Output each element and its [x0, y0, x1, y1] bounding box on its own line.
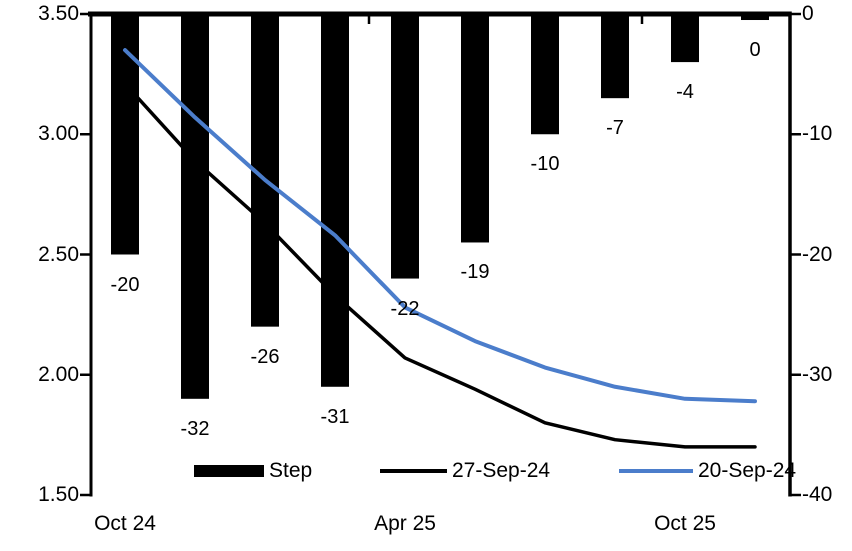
right-axis-tick-label: -40	[802, 483, 833, 506]
line-20-sep-24	[123, 48, 757, 404]
line-27-sep-24	[123, 81, 757, 449]
x-axis-label: Apr 25	[374, 512, 436, 535]
legend-swatch-27-sep-24	[380, 469, 447, 473]
bar-value-label: 0	[749, 39, 761, 61]
legend-label-27-sep-24: 27-Sep-24	[452, 459, 551, 482]
bar-step-5	[461, 12, 489, 243]
left-axis-tick-label: 2.00	[38, 362, 79, 386]
x-axis-label: Oct 24	[94, 512, 156, 535]
bar-step-6	[531, 12, 559, 135]
bar-value-label: -26	[250, 345, 280, 368]
legend-label-20-sep-24: 20-Sep-24	[698, 459, 797, 482]
bar-step-8	[671, 12, 699, 63]
right-axis-tick-label: 0	[802, 2, 814, 25]
left-axis-tick-label: 3.50	[38, 2, 79, 25]
right-axis-tick-label: -20	[802, 242, 833, 266]
left-axis-tick-label: 3.00	[38, 122, 79, 146]
bar-value-label: -22	[390, 297, 420, 320]
x-axis-label: Oct 25	[654, 512, 716, 535]
bar-value-label: -10	[530, 153, 560, 176]
legend-item-27-sep-24: 27-Sep-24	[380, 458, 550, 484]
bar-step-4	[391, 12, 419, 279]
left-axis-tick-label: 1.50	[38, 483, 79, 506]
left-axis-tick-label: 2.50	[38, 242, 79, 266]
bar-value-label: -20	[110, 273, 140, 296]
bar-step-7	[601, 12, 629, 99]
bar-value-label: -31	[320, 405, 350, 428]
right-axis-tick-label: -10	[802, 122, 833, 146]
legend-swatch-step	[194, 465, 264, 477]
bar-value-label: -32	[180, 417, 210, 440]
bar-value-label: -4	[676, 81, 694, 104]
legend-item-step: Step	[194, 458, 312, 484]
legend-label-step: Step	[269, 459, 313, 482]
bar-step-3	[321, 12, 349, 387]
bar-value-label: -7	[606, 117, 624, 140]
bar-value-label: -19	[460, 261, 490, 284]
right-axis-tick-label: -30	[802, 362, 833, 386]
bar-step-1	[181, 12, 209, 399]
legend-item-20-sep-24: 20-Sep-24	[619, 458, 796, 484]
legend-swatch-20-sep-24	[619, 469, 693, 473]
